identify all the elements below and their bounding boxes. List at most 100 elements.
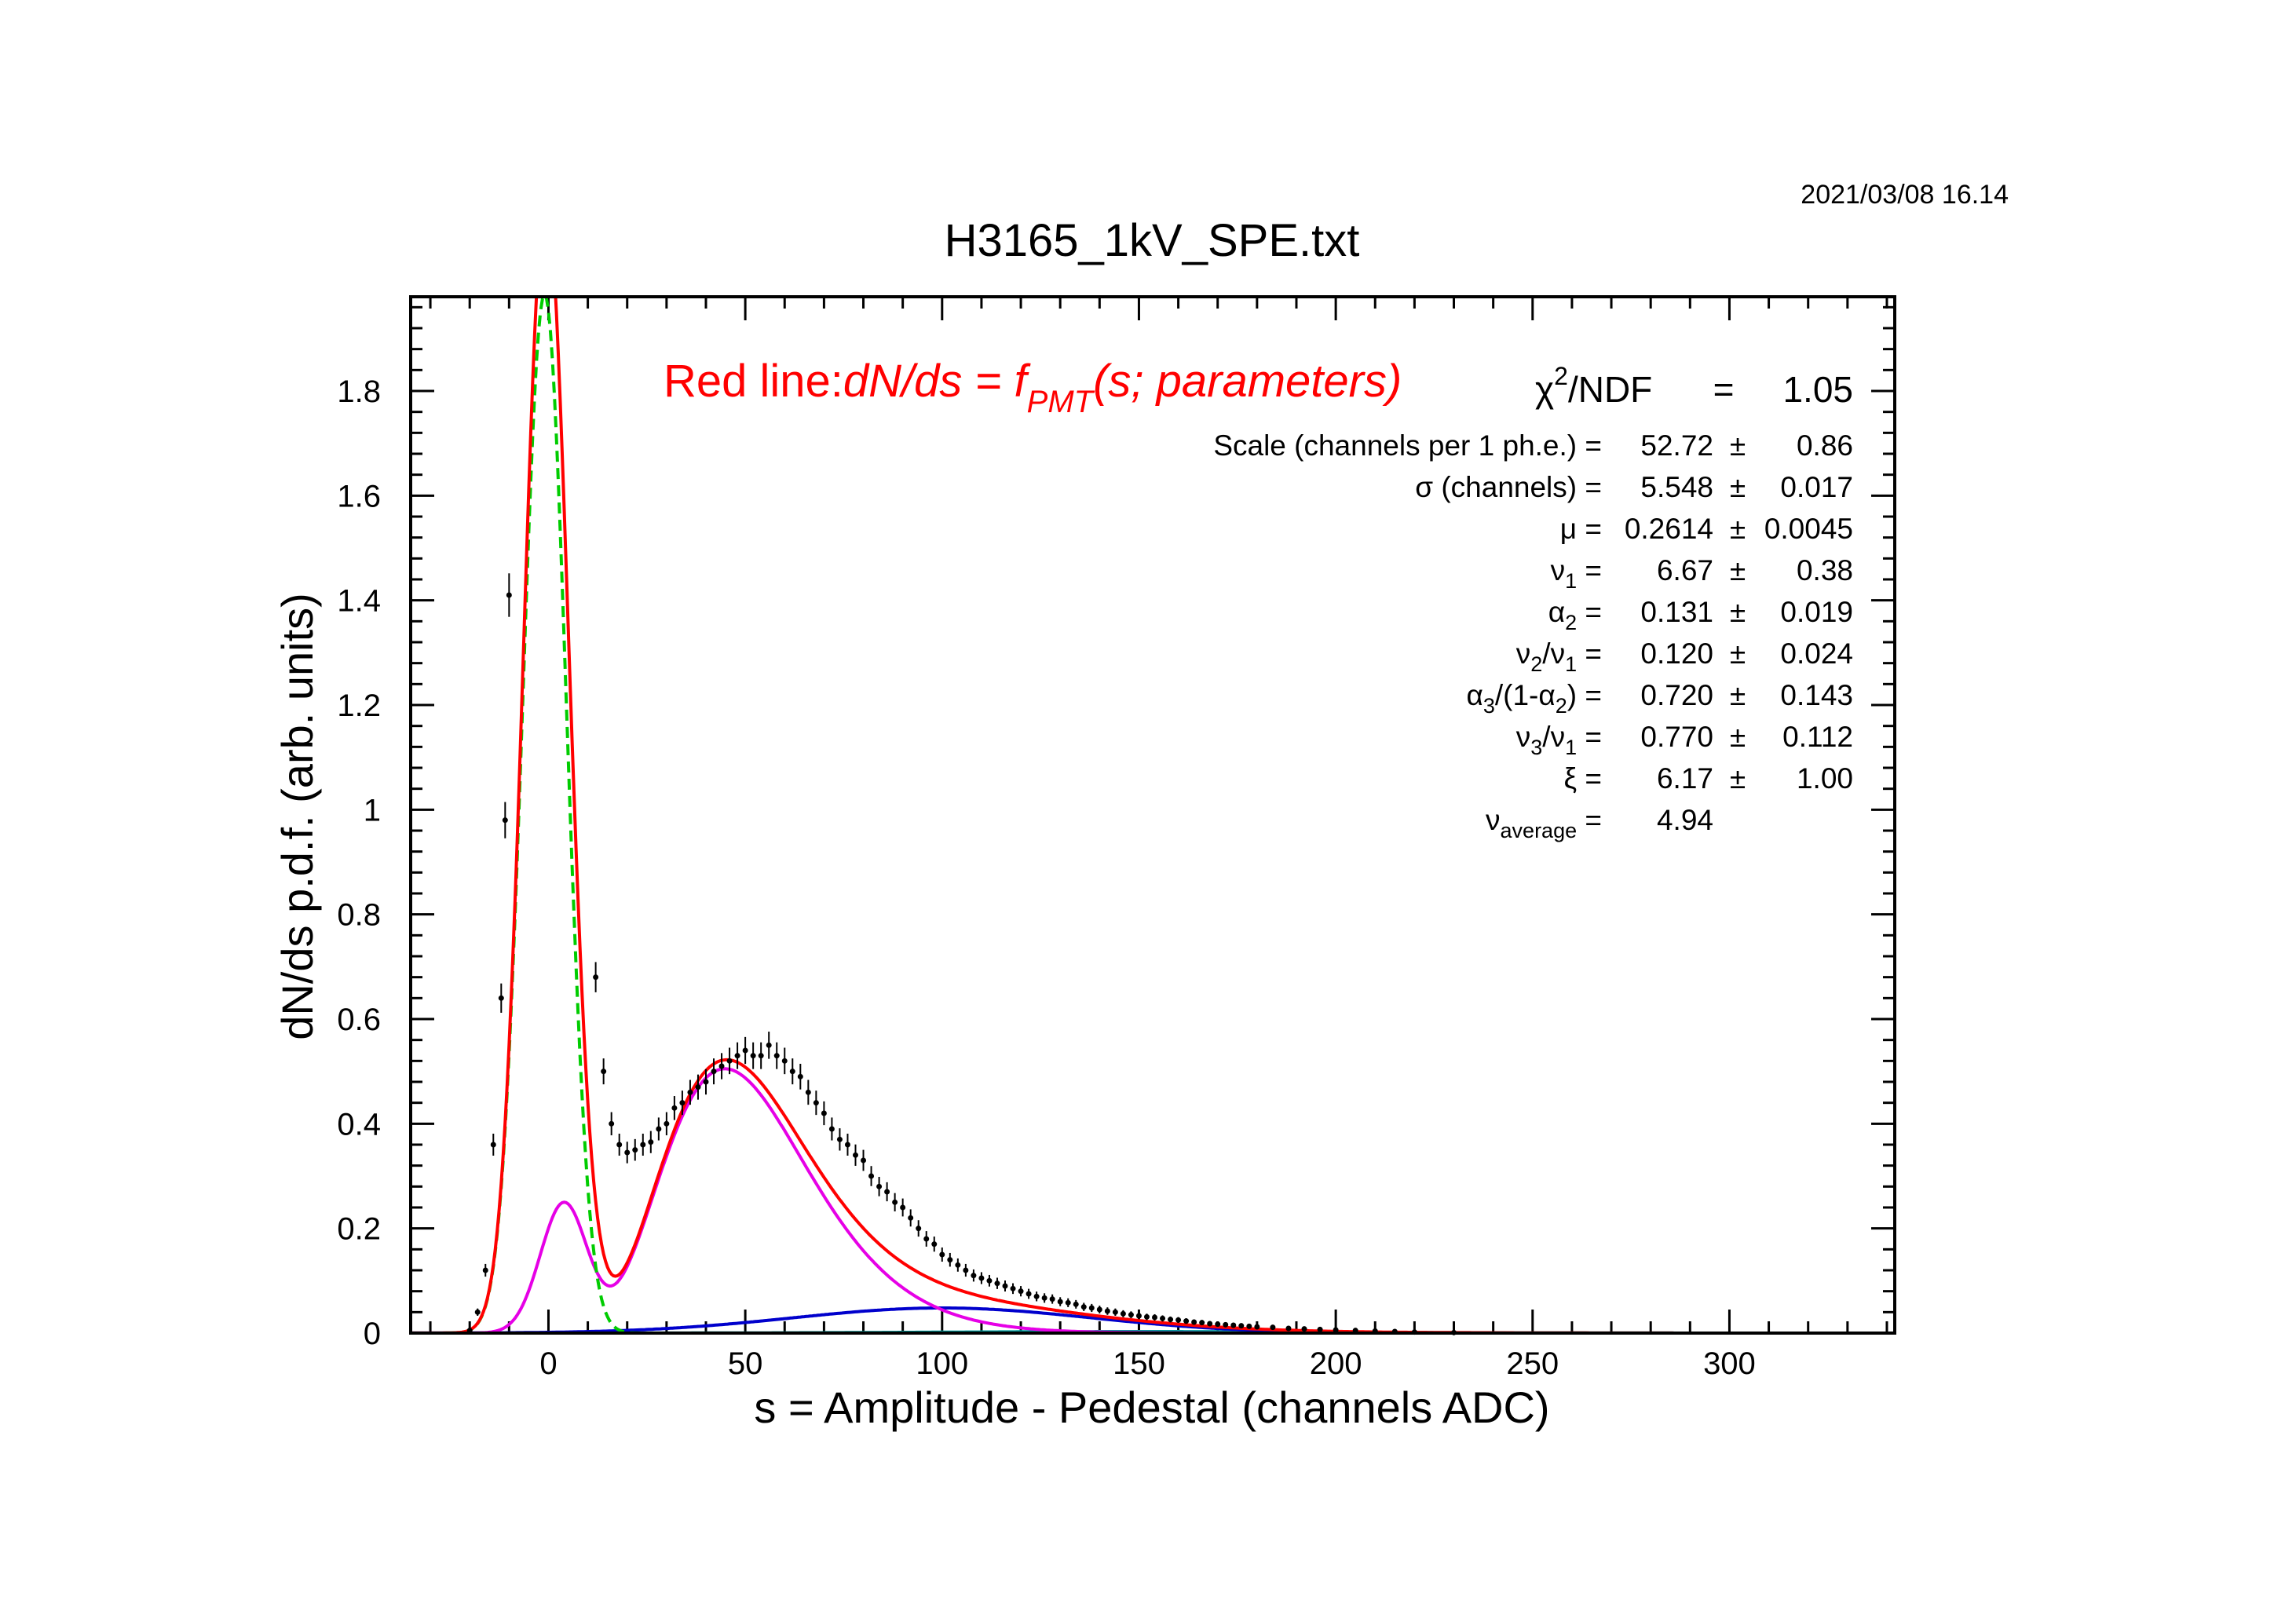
param-error: 0.143 [1780,679,1853,711]
y-tick-labels: 0 0.2 0.4 0.6 0.8 1 1.2 1.4 1.6 1.8 [337,374,381,1351]
data-point [1033,1293,1040,1299]
fit-formula-b: (s; parameters) [1093,356,1402,407]
x-tick-label: 150 [1113,1346,1165,1381]
data-point [679,1100,686,1106]
data-point [884,1189,890,1195]
data-point [908,1215,914,1221]
data-point [498,995,504,1001]
data-point [1191,1319,1197,1325]
param-label: α3/(1-α2) = [1466,679,1602,718]
data-point [868,1173,875,1179]
param-value: 5.548 [1640,471,1713,503]
param-value: 0.720 [1640,679,1713,711]
data-point [1175,1317,1182,1323]
param-value: 0.770 [1640,721,1713,753]
param-value: 52.72 [1640,429,1713,462]
data-point [687,1089,693,1095]
two-pe-curve [411,1306,1895,1333]
data-point [616,1142,623,1148]
data-point [1057,1299,1063,1305]
x-tick-label: 0 [539,1346,557,1381]
data-point [1104,1308,1110,1314]
data-point [1317,1326,1323,1332]
data-point [1088,1305,1095,1311]
param-error: 0.86 [1797,429,1853,462]
x-tick-labels: 0 50 100 150 200 250 300 [539,1346,1755,1381]
x-axis-label: s = Amplitude - Pedestal (channels ADC) [754,1383,1549,1432]
data-point [986,1277,993,1284]
data-point [1073,1301,1079,1307]
param-label: Scale (channels per 1 ph.e.) = [1213,429,1602,462]
data-point [821,1110,827,1116]
fit-label: Red line:dN/ds = fPMT(s; parameters) [664,356,1402,419]
chart-title: H3165_1kV_SPE.txt [945,215,1360,266]
y-tick-label: 0.4 [337,1107,381,1142]
param-label: σ (channels) = [1415,471,1602,503]
data-point [758,1053,764,1059]
data-point [797,1073,803,1080]
data-point [892,1199,898,1205]
y-tick-label: 1.8 [337,374,381,409]
data-point [773,1053,780,1059]
data-point [900,1204,906,1211]
param-error: 1.00 [1797,762,1853,795]
data-point [1026,1291,1032,1297]
data-point [742,1047,748,1054]
param-label: ν1 = [1551,554,1602,593]
data-point [703,1079,709,1085]
data-point [1080,1304,1087,1310]
fit-parameters: Scale (channels per 1 ph.e.) = 52.72 ±0.86… [1213,429,1853,842]
param-label: μ = [1560,513,1602,545]
data-point [828,1126,835,1132]
data-point [632,1147,638,1153]
param-pm: ± [1730,721,1746,753]
data-point [1152,1314,1158,1321]
data-point [971,1273,977,1279]
param-error: 0.112 [1782,721,1853,753]
chi2-symbol: χ [1535,369,1554,410]
data-point [1207,1321,1213,1327]
data-point [939,1251,945,1258]
y-tick-label: 0.8 [337,898,381,933]
data-point [1333,1327,1339,1333]
data-point [482,1267,488,1273]
y-axis-label: dN/ds p.d.f. (arb. units) [272,593,322,1040]
data-point [506,592,512,598]
data-point [1002,1283,1008,1289]
data-point [671,1105,678,1111]
data-point [1041,1295,1047,1301]
data-point [861,1157,867,1164]
data-point [750,1053,756,1059]
chi2-value: 1.05 [1782,369,1853,410]
data-point [805,1089,811,1095]
param-value: 6.67 [1657,554,1713,586]
data-point [789,1069,795,1075]
x-tick-label: 200 [1310,1346,1362,1381]
data-point [1199,1320,1205,1326]
y-tick-label: 0.6 [337,1003,381,1037]
param-label: νaverage = [1486,804,1602,842]
data-point [955,1262,961,1268]
data-point [916,1226,922,1232]
y-tick-label: 1.2 [337,689,381,723]
data-point [766,1042,772,1048]
chi2-eq: = [1713,369,1735,410]
data-point [734,1053,740,1059]
y-tick-label: 1.4 [337,584,381,619]
chi2-sup: 2 [1554,362,1568,390]
fit-formula-a: dN/ds = f [843,356,1032,407]
data-point [624,1149,631,1156]
data-point [648,1139,654,1145]
data-point [1285,1325,1292,1332]
chi2-label: χ2/NDF [1535,362,1652,410]
x-tick-label: 300 [1703,1346,1756,1381]
data-point [947,1257,953,1263]
data-point [474,1309,481,1315]
param-value: 4.94 [1657,804,1713,836]
data-point [601,1069,607,1075]
param-pm: ± [1730,554,1746,586]
param-pm: ± [1730,513,1746,545]
data-point [711,1069,717,1075]
param-label: ν2/ν1 = [1516,637,1602,676]
